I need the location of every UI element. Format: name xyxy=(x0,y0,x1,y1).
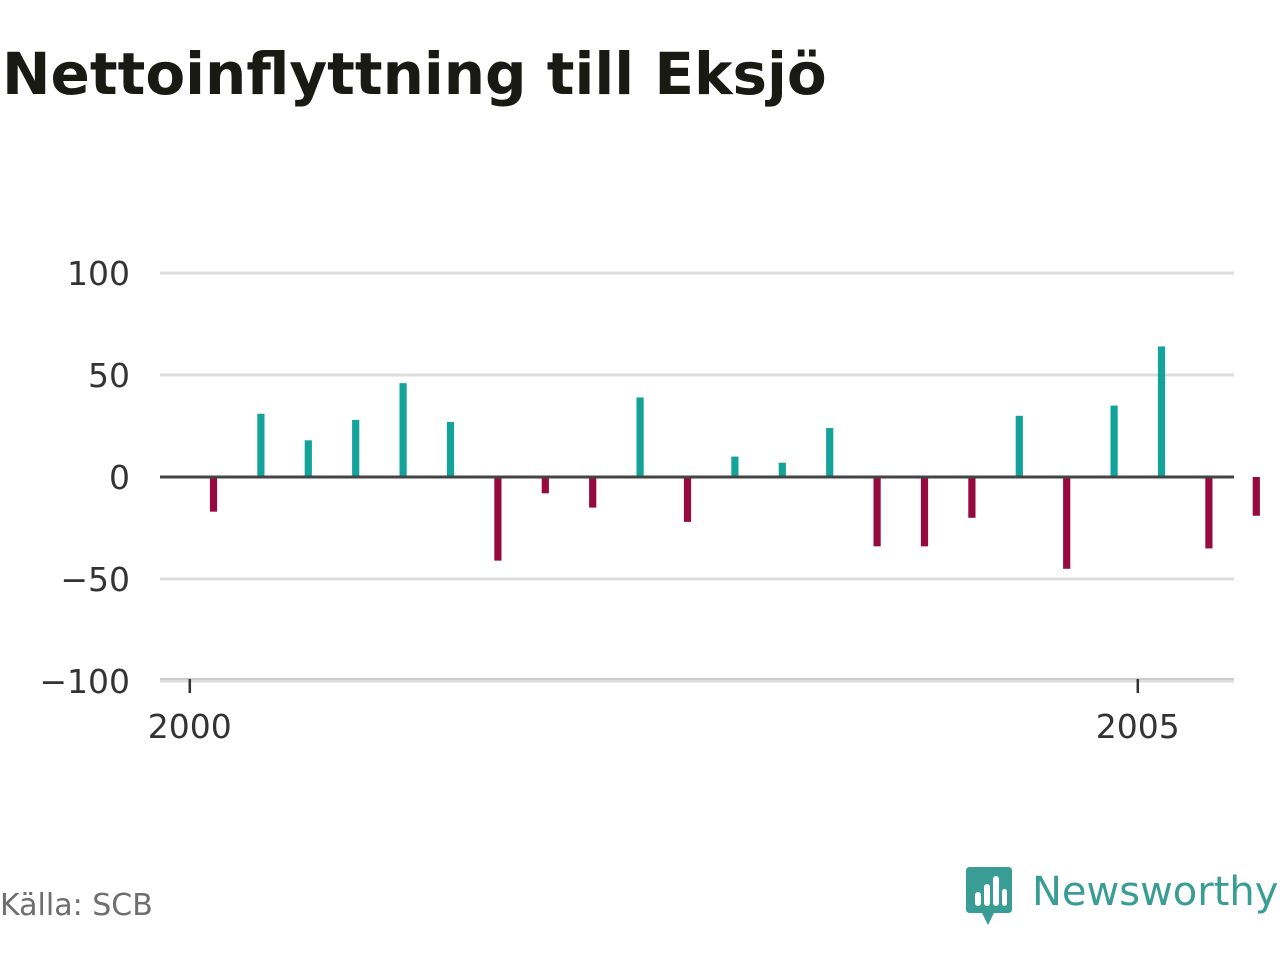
bar xyxy=(541,477,549,494)
brand-name: Newsworthy xyxy=(1032,869,1279,915)
y-tick-label: −50 xyxy=(60,560,130,599)
bar xyxy=(968,477,976,518)
bar xyxy=(589,477,597,508)
bar xyxy=(1205,477,1213,549)
x-tick-label: 2000 xyxy=(148,707,232,746)
brand-logo: Newsworthy xyxy=(964,864,1278,928)
bar xyxy=(1110,405,1118,477)
bar-layer xyxy=(209,346,1260,569)
bar xyxy=(826,428,834,477)
bar xyxy=(304,440,312,477)
bar xyxy=(352,419,360,477)
x-tick-label: 2005 xyxy=(1096,707,1180,746)
bar xyxy=(636,397,644,477)
bar xyxy=(494,477,502,561)
bar xyxy=(257,413,265,477)
bar xyxy=(209,477,218,512)
chart-title: Nettoinflyttning till Eksjö xyxy=(2,40,827,108)
newsworthy-logo-icon xyxy=(966,867,1012,925)
bar xyxy=(446,421,455,477)
bar xyxy=(1015,415,1023,477)
y-tick-label: 100 xyxy=(67,254,130,293)
bar xyxy=(1157,346,1166,477)
bar xyxy=(778,462,786,477)
source-note: Källa: SCB xyxy=(0,888,153,923)
bar xyxy=(731,456,739,477)
y-tick-label: 0 xyxy=(109,458,130,497)
bar xyxy=(399,383,407,477)
bar xyxy=(683,477,692,522)
bar xyxy=(1252,477,1260,516)
bar xyxy=(873,477,881,547)
bar xyxy=(1063,477,1071,569)
axis-layer xyxy=(160,475,1234,693)
y-tick-label: −100 xyxy=(39,662,130,701)
grid-layer xyxy=(160,271,1234,683)
y-tick-label: 50 xyxy=(88,356,130,395)
bar xyxy=(920,477,929,547)
